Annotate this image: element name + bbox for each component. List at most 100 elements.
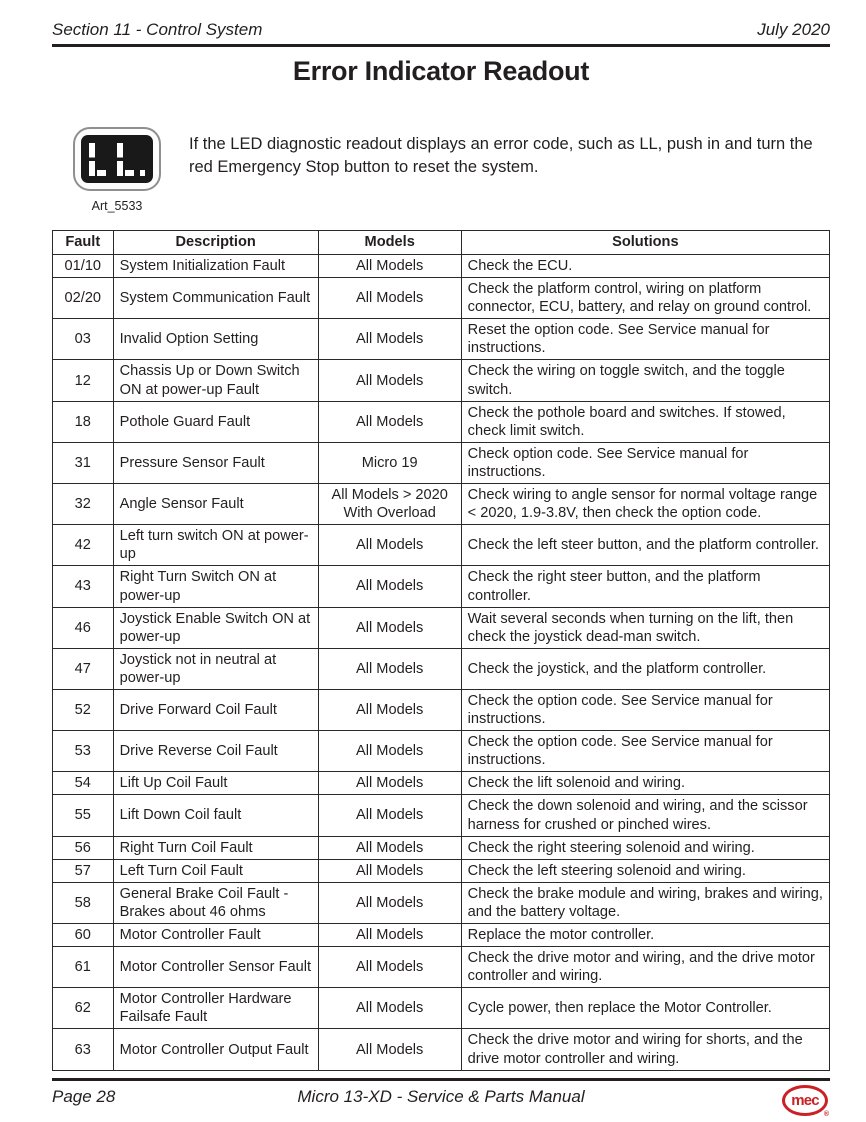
manual-page: Section 11 - Control System July 2020 Er… (52, 20, 831, 1071)
fault-table-body: 01/10 System Initialization Fault All Mode… (52, 253, 831, 1071)
mec-logo-text: mec (791, 1092, 819, 1109)
table-row: 53 Drive Reverse Coil Fault All Models Chec… (52, 730, 831, 773)
solutions-cell: Check option code. See Service manual fo… (460, 441, 831, 485)
solutions-cell: Check the joystick, and the platform con… (460, 647, 831, 690)
fault-cell: 62 (52, 987, 114, 1030)
column-header-fault: Fault (52, 230, 114, 255)
section-label: Section 11 - Control System (52, 20, 263, 39)
models-cell: All Models (317, 400, 462, 443)
models-cell: All Models (317, 359, 462, 402)
solutions-cell: Check the down solenoid and wiring, and … (460, 794, 831, 837)
mec-logo-icon: mec ® (782, 1085, 829, 1118)
description-cell: Right Turn Switch ON at power-up (112, 565, 319, 608)
description-cell: Angle Sensor Fault (112, 483, 319, 526)
solutions-cell: Check the right steering solenoid and wi… (460, 835, 831, 860)
table-row: 03 Invalid Option Setting All Models Reset … (52, 318, 831, 361)
led-panel (81, 135, 153, 183)
description-cell: Drive Forward Coil Fault (112, 688, 319, 732)
description-cell: Joystick not in neutral at power-up (112, 647, 319, 690)
fault-cell: 32 (52, 483, 114, 526)
fault-cell: 53 (52, 730, 114, 773)
solutions-cell: Check the platform control, wiring on pl… (460, 277, 831, 320)
table-row: 01/10 System Initialization Fault All Mode… (52, 253, 831, 279)
solutions-cell: Check the left steering solenoid and wir… (460, 858, 831, 883)
fault-cell: 57 (52, 858, 114, 883)
fault-cell: 12 (52, 359, 114, 402)
intro-section: Art_5533 If the LED diagnostic readout d… (62, 127, 830, 213)
solutions-cell: Replace the motor controller. (460, 922, 831, 948)
fault-cell: 60 (52, 922, 114, 948)
models-cell: All Models (317, 835, 462, 860)
solutions-cell: Check the pothole board and switches. If… (460, 400, 831, 443)
description-cell: Lift Up Coil Fault (112, 771, 319, 796)
column-header-solutions: Solutions (460, 230, 831, 255)
fault-cell: 52 (52, 688, 114, 732)
table-row: 47 Joystick not in neutral at power-up All… (52, 647, 831, 690)
date-label: July 2020 (757, 20, 830, 39)
led-display-icon (73, 127, 161, 191)
table-row: 42 Left turn switch ON at power-up All Mod… (52, 524, 831, 567)
led-figure: Art_5533 (62, 127, 172, 213)
solutions-cell: Check the brake module and wiring, brake… (460, 881, 831, 925)
table-row: 62 Motor Controller Hardware Failsafe Fau… (52, 987, 831, 1030)
description-cell: Left turn switch ON at power-up (112, 524, 319, 567)
solutions-cell: Cycle power, then replace the Motor Cont… (460, 987, 831, 1030)
footer-logo-area: mec ® (660, 1085, 830, 1118)
models-cell: All Models (317, 277, 462, 320)
led-digit-L1 (89, 142, 106, 176)
table-row: 61 Motor Controller Sensor Fault All Model… (52, 946, 831, 989)
table-row: 55 Lift Down Coil fault All Models Check th… (52, 794, 831, 837)
column-header-models: Models (317, 230, 462, 255)
description-cell: Invalid Option Setting (112, 318, 319, 361)
description-cell: Motor Controller Sensor Fault (112, 946, 319, 989)
table-row: 31 Pressure Sensor Fault Micro 19 Check opt… (52, 441, 831, 485)
fault-cell: 54 (52, 771, 114, 796)
solutions-cell: Check the lift solenoid and wiring. (460, 771, 831, 796)
table-row: 52 Drive Forward Coil Fault All Models Chec… (52, 688, 831, 732)
solutions-cell: Check the option code. See Service manua… (460, 688, 831, 732)
description-cell: Motor Controller Output Fault (112, 1028, 319, 1071)
table-row: 60 Motor Controller Fault All Models Replac… (52, 922, 831, 948)
table-row: 58 General Brake Coil Fault - Brakes abou… (52, 881, 831, 925)
solutions-cell: Check wiring to angle sensor for normal … (460, 483, 831, 526)
models-cell: All Models (317, 318, 462, 361)
models-cell: All Models (317, 987, 462, 1030)
models-cell: All Models (317, 946, 462, 989)
description-cell: System Communication Fault (112, 277, 319, 320)
models-cell: All Models (317, 858, 462, 883)
solutions-cell: Check the drive motor and wiring, and th… (460, 946, 831, 989)
registered-trademark-icon: ® (823, 1111, 829, 1118)
models-cell: All Models (317, 794, 462, 837)
table-row: 57 Left Turn Coil Fault All Models Check th… (52, 858, 831, 883)
models-cell: All Models (317, 1028, 462, 1071)
solutions-cell: Wait several seconds when turning on the… (460, 606, 831, 649)
description-cell: Lift Down Coil fault (112, 794, 319, 837)
description-cell: Motor Controller Fault (112, 922, 319, 948)
solutions-cell: Check the right steer button, and the pl… (460, 565, 831, 608)
fault-cell: 31 (52, 441, 114, 485)
description-cell: Left Turn Coil Fault (112, 858, 319, 883)
fault-cell: 18 (52, 400, 114, 443)
intro-paragraph: If the LED diagnostic readout displays a… (189, 135, 813, 177)
running-head: Section 11 - Control System July 2020 (52, 20, 830, 47)
description-cell: Right Turn Coil Fault (112, 835, 319, 860)
page-footer: Page 28 Micro 13-XD - Service & Parts Ma… (52, 1078, 830, 1118)
solutions-cell: Check the option code. See Service manua… (460, 730, 831, 773)
description-cell: Drive Reverse Coil Fault (112, 730, 319, 773)
solutions-cell: Check the ECU. (460, 253, 831, 279)
models-cell: All Models (317, 647, 462, 690)
models-cell: All Models (317, 771, 462, 796)
models-cell: All Models (317, 524, 462, 567)
models-cell: All Models (317, 881, 462, 925)
table-row: 54 Lift Up Coil Fault All Models Check the … (52, 771, 831, 796)
models-cell: All Models > 2020 With Overload (317, 483, 462, 526)
table-row: 18 Pothole Guard Fault All Models Check the… (52, 400, 831, 443)
fault-cell: 43 (52, 565, 114, 608)
table-row: 02/20 System Communication Fault All Model… (52, 277, 831, 320)
description-cell: Joystick Enable Switch ON at power-up (112, 606, 319, 649)
description-cell: General Brake Coil Fault - Brakes about … (112, 881, 319, 925)
table-row: 56 Right Turn Coil Fault All Models Check t… (52, 835, 831, 860)
page-title: Error Indicator Readout (292, 56, 590, 86)
models-cell: All Models (317, 253, 462, 279)
fault-cell: 58 (52, 881, 114, 925)
